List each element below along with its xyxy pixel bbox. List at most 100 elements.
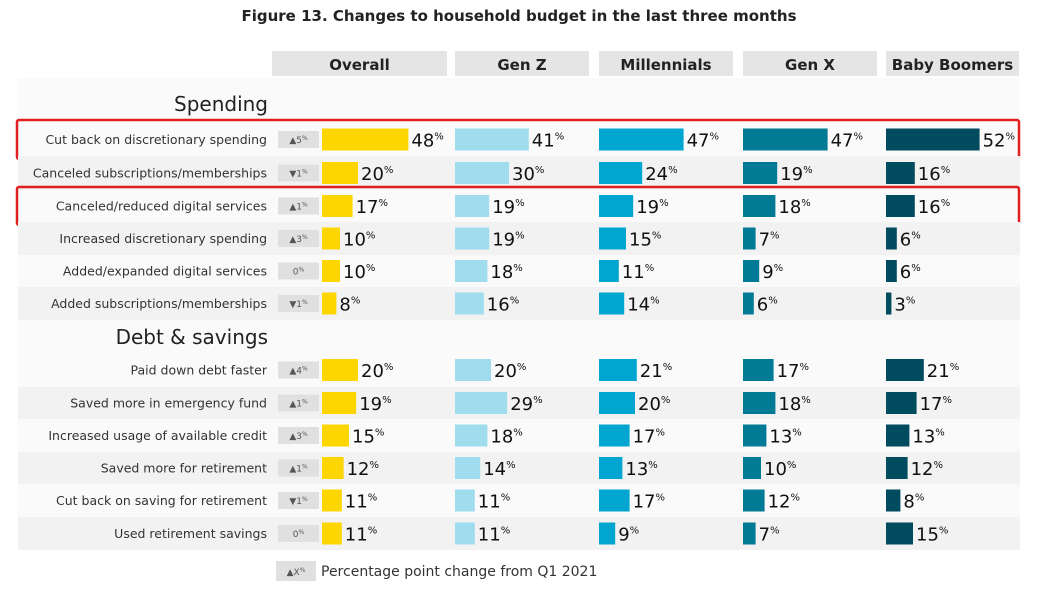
row-label: Cut back on saving for retirement	[56, 493, 267, 508]
row-stripe	[18, 452, 1020, 484]
bar-value-pct: %	[630, 526, 640, 537]
column-header-baby-boomers: Baby Boomers	[892, 56, 1014, 74]
bar-overall	[322, 359, 358, 381]
change-badge	[278, 361, 319, 379]
row-label: Cut back on discretionary spending	[45, 132, 267, 147]
bar-value-pct: %	[792, 428, 802, 439]
change-badge	[278, 427, 319, 444]
row-label: Saved more for retirement	[101, 461, 267, 476]
row-stripe	[18, 156, 1020, 190]
bar-gen-z	[455, 424, 488, 447]
change-badge-pct: %	[299, 267, 305, 274]
bar-value-pct: %	[915, 493, 925, 504]
bar-value-pct: %	[656, 428, 666, 439]
bar-value-pct: %	[506, 460, 516, 471]
legend-badge-pct: %	[300, 567, 306, 574]
bar-value-pct: %	[801, 395, 811, 406]
bar-value-pct: %	[800, 362, 810, 373]
bar-gen-x	[743, 457, 761, 479]
change-badge-text: ▲4%	[289, 366, 308, 377]
bar-millennials	[599, 260, 619, 282]
row-label: Canceled subscriptions/memberships	[33, 166, 267, 181]
change-badge-pct: %	[302, 399, 308, 406]
bar-value-pct: %	[710, 132, 720, 143]
bar-value-pct: %	[368, 493, 378, 504]
change-badge-pct: %	[302, 431, 308, 438]
bar-gen-z	[455, 227, 490, 250]
bar-millennials	[599, 522, 616, 545]
bar-millennials	[599, 227, 626, 250]
column-header-gen-x: Gen X	[785, 56, 835, 74]
bar-gen-z	[455, 392, 508, 414]
bar-value-pct: %	[645, 263, 655, 274]
change-badge	[278, 230, 319, 247]
bar-value-pct: %	[379, 198, 389, 209]
bar-value-pct: %	[513, 428, 523, 439]
bar-value-pct: %	[668, 165, 678, 176]
bar-millennials	[599, 128, 684, 151]
bar-value-pct: %	[934, 460, 944, 471]
bar-value-pct: %	[939, 526, 949, 537]
bar-gen-x	[743, 227, 756, 250]
bar-value-pct: %	[513, 263, 523, 274]
bar-value-pct: %	[941, 198, 951, 209]
bar-baby-boomers	[886, 195, 915, 217]
bar-overall	[322, 162, 358, 184]
row-label: Saved more in emergency fund	[70, 396, 267, 411]
bar-value-pct: %	[384, 165, 394, 176]
bar-value-pct: %	[515, 198, 525, 209]
column-header-millennials: Millennials	[620, 56, 711, 74]
change-badge-pct: %	[302, 496, 308, 503]
legend-text: Percentage point change from Q1 2021	[321, 564, 597, 580]
bar-value-pct: %	[661, 395, 671, 406]
bar-value-pct: %	[434, 132, 444, 143]
bar-overall	[322, 195, 353, 217]
bar-value-pct: %	[652, 231, 662, 242]
bar-value-pct: %	[382, 395, 392, 406]
row-label: Increased usage of available credit	[48, 428, 267, 443]
bar-overall	[322, 227, 340, 250]
change-badge-text: ▲3%	[289, 234, 308, 245]
bar-overall	[322, 424, 349, 447]
bar-value-pct: %	[648, 460, 658, 471]
chart-title: Figure 13. Changes to household budget i…	[241, 7, 796, 25]
bar-value-pct: %	[351, 296, 361, 307]
change-badge-pct: %	[302, 366, 308, 373]
bar-baby-boomers	[886, 424, 910, 447]
change-badge	[278, 295, 319, 312]
bar-value-pct: %	[768, 296, 778, 307]
bar-millennials	[599, 392, 635, 414]
bar-gen-z	[455, 162, 509, 184]
bar-value-pct: %	[366, 263, 376, 274]
column-header-bg	[886, 51, 1019, 76]
bar-value-pct: %	[517, 362, 527, 373]
bar-value-pct: %	[384, 362, 394, 373]
bar-gen-z	[455, 522, 475, 545]
bar-overall	[322, 522, 342, 545]
bar-value-pct: %	[515, 231, 525, 242]
change-badge-pct: %	[302, 299, 308, 306]
change-badge-text: 0%	[293, 529, 305, 540]
bar-value-pct: %	[375, 428, 385, 439]
bar-gen-z	[455, 128, 529, 151]
bar-overall	[322, 128, 409, 151]
bar-gen-x	[743, 292, 754, 315]
bar-value-pct: %	[774, 263, 784, 274]
change-badge-pct: %	[302, 169, 308, 176]
bar-baby-boomers	[886, 522, 913, 545]
change-badge-text: 0%	[293, 267, 305, 278]
column-header-bg	[743, 51, 877, 76]
bar-gen-z	[455, 195, 490, 217]
bar-value-pct: %	[1006, 132, 1016, 143]
bar-value-pct: %	[368, 526, 378, 537]
bar-gen-x	[743, 359, 774, 381]
row-stripe	[18, 387, 1020, 419]
change-badge-text: ▲1%	[289, 399, 308, 410]
column-header-bg	[599, 51, 733, 76]
change-badge	[278, 262, 319, 280]
bar-overall	[322, 292, 337, 315]
bar-value-pct: %	[854, 132, 864, 143]
bar-gen-x	[743, 162, 778, 184]
bar-baby-boomers	[886, 260, 897, 282]
bar-gen-x	[743, 260, 760, 282]
